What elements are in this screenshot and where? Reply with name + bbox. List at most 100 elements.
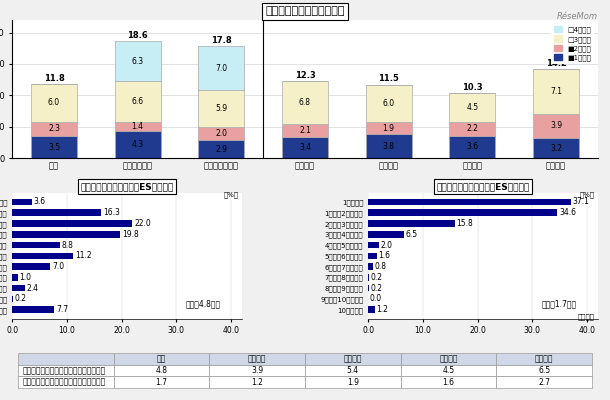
Bar: [282, 81, 328, 124]
Bar: [368, 231, 404, 238]
Text: 2.9: 2.9: [215, 144, 228, 154]
Bar: [533, 138, 579, 158]
Text: 3.9: 3.9: [550, 121, 562, 130]
Bar: [31, 136, 77, 158]
Bar: [115, 122, 160, 131]
Bar: [31, 122, 77, 136]
Bar: [12, 285, 26, 291]
Bar: [533, 114, 579, 138]
Bar: [12, 242, 60, 248]
Text: 11.8: 11.8: [44, 74, 65, 83]
Text: 3.6: 3.6: [34, 198, 46, 206]
Text: 7.0: 7.0: [52, 262, 64, 271]
Text: 2.0: 2.0: [215, 129, 228, 138]
Text: 3.6: 3.6: [466, 142, 478, 151]
Text: 2.3: 2.3: [48, 124, 60, 134]
Text: （時間）: （時間）: [578, 313, 595, 320]
Text: 7.7: 7.7: [56, 305, 68, 314]
Bar: [368, 306, 375, 313]
Bar: [450, 94, 495, 122]
Bar: [12, 306, 54, 313]
Text: 1.6: 1.6: [379, 251, 390, 260]
Text: 平均＝1.7時間: 平均＝1.7時間: [542, 300, 577, 309]
Text: RéseMom: RéseMom: [557, 12, 598, 21]
Bar: [368, 285, 369, 291]
Bar: [368, 274, 369, 281]
Title: エントリーシート提出社数: エントリーシート提出社数: [265, 6, 345, 16]
Text: 2.2: 2.2: [467, 124, 478, 133]
Text: 2.0: 2.0: [381, 240, 393, 250]
Bar: [368, 220, 454, 227]
Bar: [368, 263, 373, 270]
Bar: [12, 296, 13, 302]
Bar: [365, 85, 412, 122]
Text: 18.6: 18.6: [127, 31, 148, 40]
Text: 14.2: 14.2: [545, 59, 567, 68]
Bar: [368, 210, 558, 216]
Bar: [198, 128, 245, 140]
Text: 3.8: 3.8: [382, 142, 395, 151]
Bar: [198, 140, 245, 158]
Bar: [368, 252, 377, 259]
Text: 1.2: 1.2: [376, 305, 388, 314]
Text: 15.8: 15.8: [456, 219, 473, 228]
Text: 0.2: 0.2: [15, 294, 27, 304]
Text: 0.0: 0.0: [370, 294, 382, 304]
Text: 12.3: 12.3: [295, 71, 315, 80]
Text: 3.5: 3.5: [48, 143, 60, 152]
Text: （%）: （%）: [580, 191, 595, 198]
Bar: [12, 199, 32, 205]
Title: 志望度が「低い」企業のES記入時間: 志望度が「低い」企業のES記入時間: [436, 182, 529, 191]
Bar: [12, 210, 101, 216]
Text: （%）: （%）: [224, 191, 239, 198]
Text: 10.3: 10.3: [462, 83, 483, 92]
Text: 7.1: 7.1: [550, 87, 562, 96]
Bar: [12, 274, 18, 281]
Text: 6.0: 6.0: [48, 98, 60, 108]
Text: 3.2: 3.2: [550, 144, 562, 153]
Text: 11.5: 11.5: [378, 74, 399, 84]
Text: 0.8: 0.8: [374, 262, 386, 271]
Text: 7.0: 7.0: [215, 64, 228, 73]
Text: 0.2: 0.2: [371, 273, 383, 282]
Text: 4.5: 4.5: [466, 103, 478, 112]
Bar: [368, 199, 571, 205]
Bar: [450, 122, 495, 136]
Bar: [282, 124, 328, 137]
Text: 17.8: 17.8: [211, 36, 232, 45]
Bar: [365, 122, 412, 134]
Text: 1.0: 1.0: [20, 273, 31, 282]
Bar: [115, 81, 160, 122]
Bar: [198, 46, 245, 90]
Bar: [12, 263, 51, 270]
Text: 2.4: 2.4: [27, 284, 39, 293]
Bar: [368, 242, 379, 248]
Title: 志望度が「高い」企業のES記入時間: 志望度が「高い」企業のES記入時間: [81, 182, 174, 191]
Text: 1.9: 1.9: [382, 124, 395, 133]
Bar: [12, 231, 120, 238]
Text: 6.8: 6.8: [299, 98, 311, 107]
Text: 34.6: 34.6: [559, 208, 576, 217]
Text: 11.2: 11.2: [75, 251, 92, 260]
Bar: [12, 220, 132, 227]
Text: 0.2: 0.2: [371, 284, 383, 293]
Text: 16.3: 16.3: [103, 208, 120, 217]
Bar: [31, 84, 77, 122]
Text: 1.4: 1.4: [132, 122, 144, 131]
Text: 4.3: 4.3: [132, 140, 144, 149]
Text: 6.6: 6.6: [132, 97, 144, 106]
Text: 5.9: 5.9: [215, 104, 228, 113]
Text: 19.8: 19.8: [122, 230, 139, 239]
Bar: [282, 137, 328, 158]
Text: 6.0: 6.0: [382, 99, 395, 108]
Bar: [365, 134, 412, 158]
Text: 8.8: 8.8: [62, 240, 74, 250]
Bar: [115, 41, 160, 81]
Text: 6.5: 6.5: [405, 230, 417, 239]
Bar: [450, 136, 495, 158]
Bar: [12, 252, 73, 259]
Bar: [115, 131, 160, 158]
Text: 平均＝4.8時間: 平均＝4.8時間: [186, 300, 221, 309]
Text: 6.3: 6.3: [132, 57, 144, 66]
Bar: [198, 90, 245, 128]
